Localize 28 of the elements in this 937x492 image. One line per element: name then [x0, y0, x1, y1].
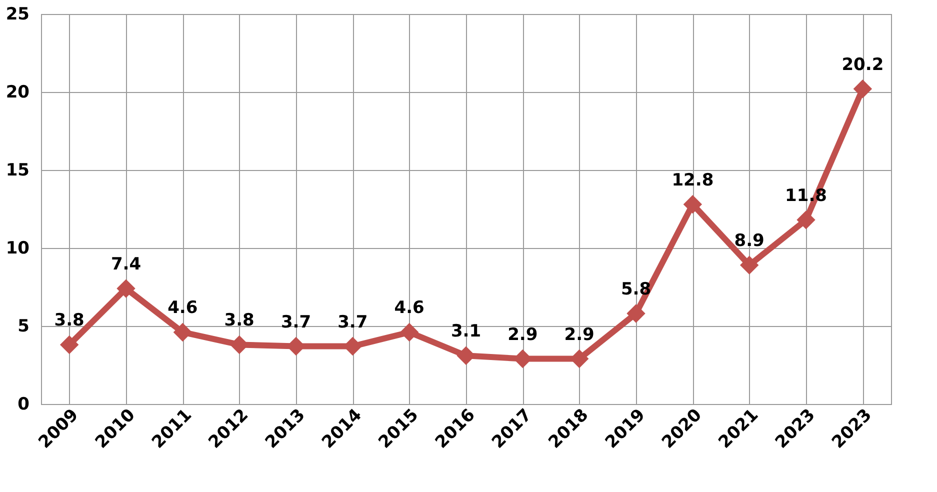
y-tick-label: 25 [6, 4, 30, 24]
point [60, 335, 79, 354]
data-label: 2.9 [564, 324, 594, 345]
data-label: 7.4 [110, 254, 142, 275]
data-label: 2.9 [508, 324, 538, 345]
data-label: 3.7 [280, 312, 312, 332]
y-tick-label: 5 [18, 316, 30, 336]
y-tick-label: 15 [6, 160, 30, 180]
data-label: 4.6 [394, 298, 424, 318]
data-label: 20.2 [842, 54, 884, 75]
data-label: 3.7 [338, 312, 368, 332]
point [116, 279, 136, 298]
point [400, 322, 419, 342]
point [173, 322, 192, 342]
data-label: 3.1 [450, 322, 482, 342]
point [853, 80, 872, 98]
data-label: 4.6 [168, 298, 198, 318]
data-label: 12.8 [672, 170, 714, 190]
y-tick-label: 0 [18, 394, 30, 414]
point [626, 304, 646, 323]
data-label: 8.9 [734, 231, 764, 252]
data-label: 3.8 [54, 310, 84, 331]
y-tick-label: 10 [6, 238, 30, 258]
data-label: 3.8 [224, 310, 254, 331]
y-tick-label: 20 [6, 82, 30, 102]
point [683, 194, 702, 214]
point [740, 256, 759, 275]
point [796, 210, 816, 230]
